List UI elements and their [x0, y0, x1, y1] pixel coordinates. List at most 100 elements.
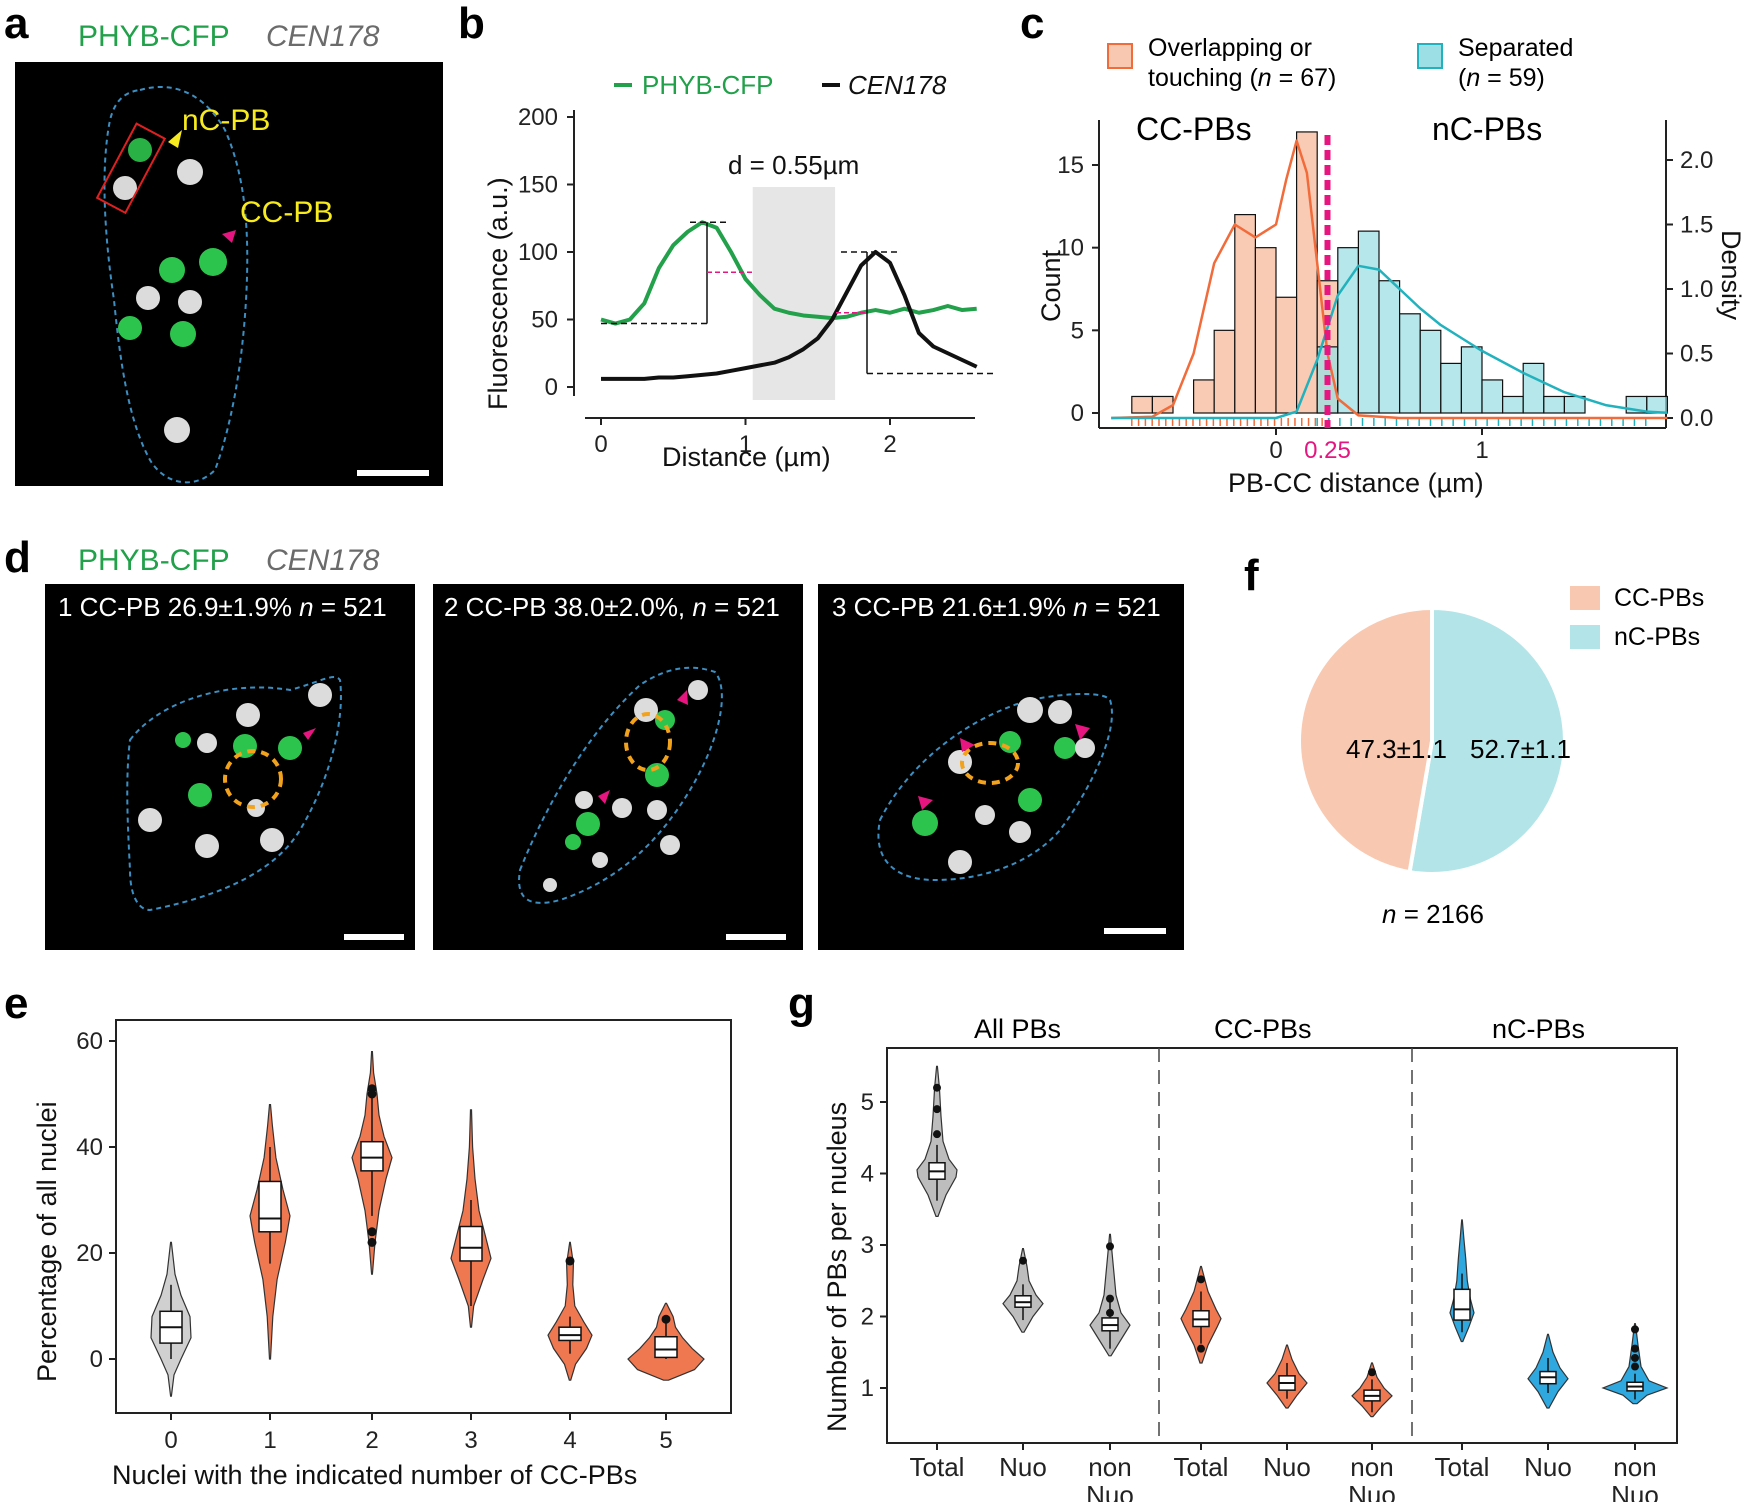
outlier-point [1106, 1294, 1114, 1303]
y-tick-label-left: 15 [1057, 152, 1084, 179]
y-tick-label: 150 [518, 172, 558, 199]
nc-pb-label: nC-PB [182, 104, 270, 137]
box-2-box [360, 1140, 384, 1172]
panel-f-legend: CC-PBs nC-PBs [1570, 584, 1704, 651]
panel-b-xlabel: Distance (µm) [662, 442, 831, 472]
x-tick-label: Total [1435, 1452, 1490, 1482]
panel-e-letter: e [4, 979, 28, 1028]
outlier-point [1197, 1275, 1205, 1284]
y-tick-label: 2 [861, 1304, 874, 1331]
panel-g-ylabel: Number of PBs per nucleus [822, 1102, 852, 1432]
legend-ncpbs: nC-PBs [1614, 623, 1700, 651]
x-tick-label: 4 [563, 1427, 576, 1454]
y-tick-label: 100 [518, 239, 558, 266]
bar-separated [1460, 346, 1483, 414]
panel-c-histogram: 0 5 10 15 0.0 0.5 1.0 1.5 2.0 0 1 0.25 [1057, 120, 1713, 464]
y-tick-label-left: 0 [1071, 400, 1084, 427]
x-tick-label: non [1350, 1452, 1393, 1482]
box-1-box [258, 1180, 282, 1233]
outlier-point [661, 1314, 671, 1324]
facet-label-nc-pbs: nC-PBs [1492, 1014, 1585, 1044]
y-tick-label: 3 [861, 1232, 874, 1259]
facet-label-cc-pbs: CC-PBs [1214, 1014, 1312, 1044]
bar-separated [1419, 329, 1442, 414]
y-tick-label: 0 [90, 1346, 103, 1373]
panel-a-title-gray: CEN178 [266, 20, 380, 53]
outlier-point [1631, 1353, 1639, 1362]
panel-g-letter: g [788, 979, 815, 1028]
x-tick-label: Total [910, 1452, 965, 1482]
outlier-point [565, 1256, 575, 1266]
bar-overlapping [1275, 296, 1298, 414]
y-tick-label: 60 [76, 1028, 103, 1055]
bar-separated [1440, 362, 1463, 414]
bar-overlapping [1192, 379, 1215, 414]
legend-separated-line2: (n = 59) [1458, 64, 1545, 92]
panel-d-image-2-caption: 2 CC-PB 38.0±2.0%, n = 521 [444, 592, 780, 622]
box-5-box [654, 1335, 678, 1359]
series-cen178 [601, 250, 978, 381]
y-tick-label: 20 [76, 1240, 103, 1267]
violin-4 [547, 1241, 593, 1381]
bar-separated [1522, 362, 1545, 414]
y-tick-label-left: 10 [1057, 235, 1084, 262]
x-tick-label: 0 [164, 1427, 177, 1454]
bar-separated [1646, 395, 1669, 414]
panel-b-ylabel: Fluorescence (a.u.) [483, 177, 513, 410]
panel-f-pie-chart [1297, 605, 1567, 876]
outlier-point [1631, 1344, 1639, 1353]
panel-e-xlabel: Nuclei with the indicated number of CC-P… [112, 1460, 637, 1490]
x-tick-label: Nuo [1263, 1452, 1311, 1482]
y-tick-label-right: 0.0 [1680, 405, 1713, 432]
panel-a-title-green: PHYB-CFP [78, 20, 230, 53]
y-tick-label: 40 [76, 1134, 103, 1161]
group-label-ncpbs: nC-PBs [1432, 111, 1542, 147]
y-tick-label: 0 [545, 374, 558, 401]
outlier-point [367, 1227, 377, 1237]
bar-separated [1481, 379, 1504, 414]
panel-d-image-3 [818, 584, 1184, 950]
legend-separated-line1: Separated [1458, 34, 1573, 62]
panel-e-ylabel: Percentage of all nuclei [32, 1101, 62, 1382]
panel-c-letter: c [1020, 0, 1044, 48]
y-tick-label-right: 0.5 [1680, 341, 1713, 368]
x-tick-label: Nuo [1524, 1452, 1572, 1482]
outlier-point [1631, 1362, 1639, 1371]
y-tick-label: 200 [518, 104, 558, 131]
pie-label-ccpbs: 47.3±1.1 [1346, 734, 1447, 764]
legend-swatch-overlapping [1107, 43, 1133, 69]
plot-frame [115, 1019, 732, 1414]
bar-separated [1543, 395, 1566, 414]
bar-overlapping [1131, 395, 1154, 414]
outlier-point [367, 1237, 377, 1247]
panel-c-xlabel: PB-CC distance (µm) [1228, 468, 1484, 498]
outlier-point [1106, 1308, 1114, 1317]
pie-slice-ncpbs [1407, 605, 1567, 876]
outlier-point [1197, 1344, 1205, 1353]
panel-c-ylabel-left: Count [1036, 249, 1066, 322]
x-tick-label: non [1088, 1452, 1131, 1482]
outlier-point [1106, 1242, 1114, 1251]
bar-separated [1378, 280, 1401, 414]
x-tick-label: 1 [739, 431, 752, 458]
bar-overlapping [1234, 214, 1257, 414]
y-tick-label: 5 [861, 1089, 874, 1116]
x-tick-label: Nuo [999, 1452, 1047, 1482]
y-tick-label-right: 1.5 [1680, 212, 1713, 239]
x-tick-label: non [1613, 1452, 1656, 1482]
panel-d-letter: d [4, 533, 31, 582]
density-separated [1111, 264, 1668, 420]
x-tick-label: 0 [594, 431, 607, 458]
x-tick-label: 2 [365, 1427, 378, 1454]
panel-d-title-gray: CEN178 [266, 544, 380, 577]
legend-swatch-separated [1417, 43, 1443, 69]
violin-0 [916, 1065, 958, 1217]
cc-pb-label: CC-PB [240, 196, 333, 229]
pie-label-ncpbs: 52.7±1.1 [1470, 734, 1571, 764]
panel-b-letter: b [458, 0, 485, 48]
y-tick-label-left: 5 [1071, 317, 1084, 344]
y-tick-label: 4 [861, 1161, 874, 1188]
x-tick-label: Total [1174, 1452, 1229, 1482]
panel-c-ylabel-right: Density [1716, 230, 1746, 321]
